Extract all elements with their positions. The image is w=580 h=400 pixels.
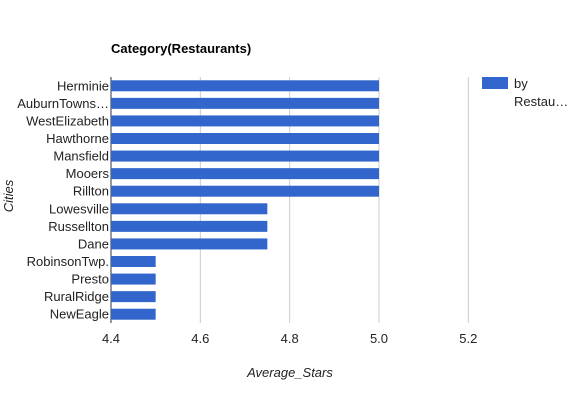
bars (111, 80, 379, 320)
category-label: RuralRidge (44, 289, 109, 304)
gridlines (110, 77, 469, 323)
legend[interactable]: by Restau… (482, 76, 568, 109)
legend-swatch (482, 77, 508, 89)
category-label: Mooers (66, 166, 110, 181)
x-axis-title: Average_Stars (246, 365, 333, 380)
bar[interactable] (111, 97, 379, 109)
bar[interactable] (111, 115, 379, 127)
bar[interactable] (111, 220, 268, 232)
bar[interactable] (111, 273, 156, 285)
x-tick-label: 5.0 (370, 331, 388, 346)
bar[interactable] (111, 80, 379, 92)
legend-label-line-2: Restau… (514, 94, 568, 109)
category-label: RobinsonTwp. (27, 254, 109, 269)
bar[interactable] (111, 150, 379, 162)
legend-label-line-1: by (514, 76, 528, 91)
category-label: Lowesville (49, 201, 109, 216)
category-label: Mansfield (53, 149, 109, 164)
x-tick-labels: 4.4 4.6 4.8 5.0 5.2 (102, 331, 477, 346)
category-label: Herminie (57, 78, 109, 93)
bar[interactable] (111, 308, 156, 320)
category-label: Hawthorne (46, 131, 109, 146)
bar[interactable] (111, 168, 379, 180)
category-label: Dane (78, 236, 109, 251)
bar[interactable] (111, 203, 268, 215)
category-label: Rillton (73, 184, 109, 199)
y-axis-title: Cities (1, 179, 16, 212)
x-tick-label: 5.2 (459, 331, 477, 346)
category-label: WestElizabeth (26, 113, 109, 128)
category-label: Presto (71, 272, 109, 287)
category-label: Russellton (48, 219, 109, 234)
x-tick-label: 4.8 (281, 331, 299, 346)
x-tick-label: 4.4 (102, 331, 120, 346)
chart-title: Category(Restaurants) (111, 41, 251, 56)
category-labels: Herminie AuburnTowns… WestElizabeth Hawthor… (17, 78, 109, 321)
category-label: NewEagle (50, 307, 109, 322)
bar[interactable] (111, 256, 156, 267)
bar[interactable] (111, 291, 156, 303)
bar[interactable] (111, 238, 268, 250)
bar[interactable] (111, 133, 379, 144)
x-tick-label: 4.6 (191, 331, 209, 346)
bar[interactable] (111, 185, 379, 197)
category-label: AuburnTowns… (17, 96, 109, 111)
